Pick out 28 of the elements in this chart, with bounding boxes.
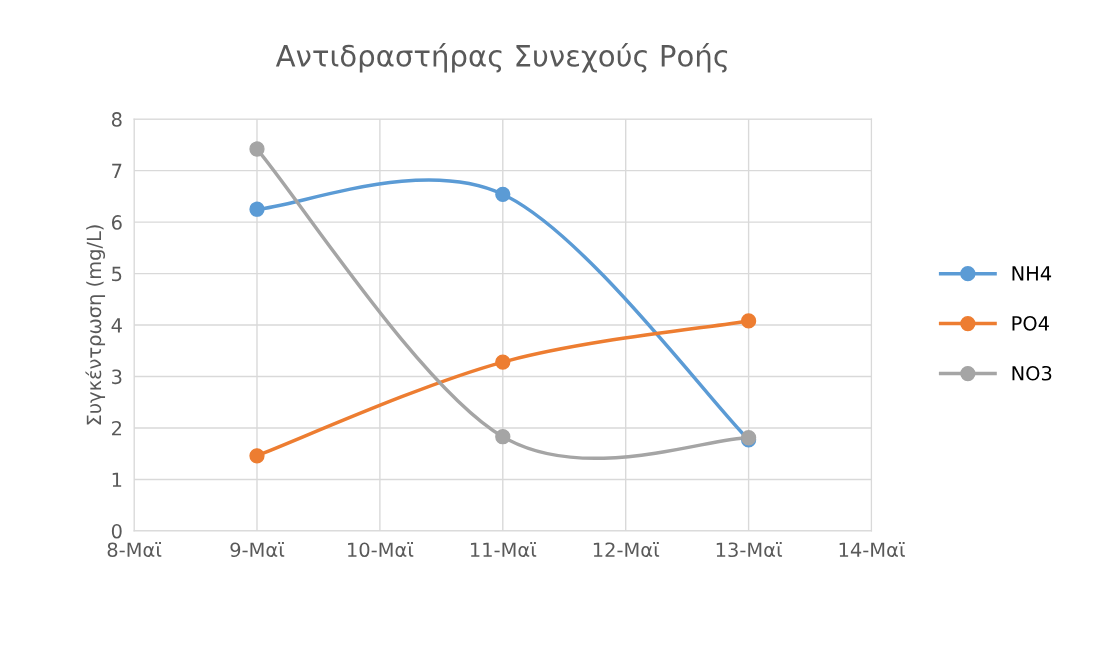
y-axis-title: Συγκέντρωση (mg/L) <box>85 225 106 425</box>
legend-label: NO3 <box>1012 365 1052 381</box>
x-tick-label: 12-Μαϊ <box>593 542 660 558</box>
y-tick-label: 2 <box>112 420 122 436</box>
x-tick-label: 14-Μαϊ <box>839 542 905 558</box>
x-tick-label: 10-Μαϊ <box>348 542 414 558</box>
y-tick-label: 0 <box>111 523 122 539</box>
x-tick-label: 9-Μαϊ <box>230 542 285 558</box>
y-tick-label: 8 <box>111 112 122 127</box>
y-tick-label: 3 <box>112 369 122 385</box>
x-tick-label: 8-Μαϊ <box>107 542 162 558</box>
point <box>249 201 265 217</box>
point <box>740 313 757 329</box>
y-tick-label: 6 <box>111 215 122 230</box>
point <box>495 429 511 445</box>
legend-label: PO4 <box>1012 315 1049 331</box>
y-tick-label: 5 <box>112 266 122 282</box>
point <box>495 186 511 202</box>
y-tick-label: 1 <box>112 472 122 487</box>
y-tick-label: 4 <box>111 318 122 333</box>
y-tick-label: 7 <box>112 163 122 179</box>
x-tick-label: 11-Μαϊ <box>470 542 537 558</box>
point <box>249 448 265 464</box>
x-tick-label: 13-Μαϊ <box>716 542 783 558</box>
point <box>495 354 511 370</box>
legend-label: NH4 <box>1012 266 1052 281</box>
point <box>249 141 265 157</box>
chart-title: Αντιδραστήρας Συνεχούς Ροής <box>275 43 728 73</box>
